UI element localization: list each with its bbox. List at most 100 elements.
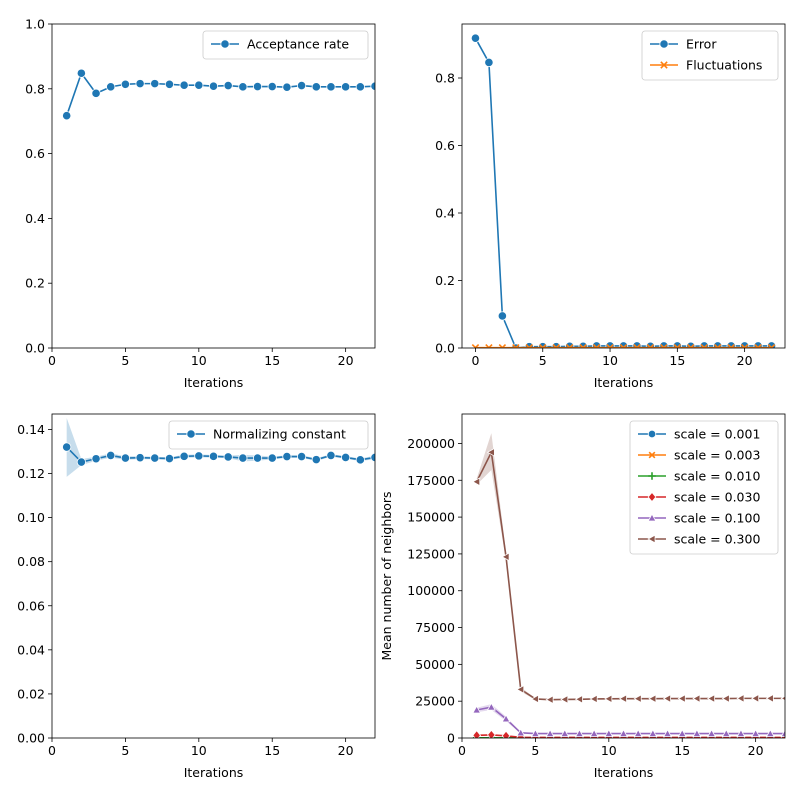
data-point [76, 68, 86, 78]
data-point [560, 694, 569, 704]
data-point [751, 728, 761, 738]
data-point [194, 80, 204, 90]
data-point [721, 728, 731, 738]
x-axis-label: Iterations [184, 375, 244, 390]
x-tick-label: 0 [458, 743, 466, 758]
data-point [341, 452, 351, 463]
data-point [179, 80, 189, 90]
data-point [484, 57, 494, 68]
data-point [120, 453, 131, 463]
axes-frame [461, 413, 786, 739]
y-tick-label: 100000 [407, 583, 455, 598]
series-line-0 [66, 446, 375, 463]
legend-marker [647, 534, 656, 544]
data-point [648, 728, 658, 738]
y-tick-label: 0.2 [25, 276, 45, 291]
x-tick-label: 20 [338, 743, 354, 758]
data-point [648, 694, 657, 704]
axes-frame [51, 413, 376, 739]
data-point [780, 728, 785, 738]
y-tick-label: 150000 [407, 510, 455, 525]
x-tick-label: 10 [601, 743, 617, 758]
data-point [530, 728, 540, 738]
data-point [501, 714, 511, 723]
data-point [120, 79, 131, 89]
x-tick-label: 20 [748, 743, 764, 758]
data-point [208, 81, 219, 91]
data-point [164, 79, 175, 89]
legend-label: Fluctuations [686, 58, 762, 73]
data-point [545, 695, 554, 705]
data-point [355, 455, 365, 465]
x-tick-label: 10 [602, 353, 618, 368]
data-point [604, 728, 614, 738]
legend: Normalizing constant [168, 420, 369, 450]
data-point [150, 453, 160, 463]
y-tick-label: 0.04 [17, 642, 45, 657]
y-tick-label: 0.00 [17, 731, 45, 746]
data-point [267, 81, 277, 92]
series-line-5 [475, 449, 785, 701]
data-point [662, 694, 671, 704]
data-point [707, 728, 717, 738]
legend-marker [220, 39, 230, 49]
data-point [267, 453, 277, 463]
x-tick-label: 5 [121, 743, 129, 758]
data-point [487, 729, 496, 738]
legend-marker [660, 61, 668, 69]
data-point [618, 694, 627, 704]
chart-mean-neighbors: 0 5 10 15 20 0 25000 50000 75000 100000 125000 1500… [379, 413, 786, 780]
data-point [282, 451, 292, 462]
data-point [589, 728, 599, 738]
data-point [62, 111, 72, 121]
data-point [296, 80, 307, 91]
data-point [296, 451, 307, 462]
data-point [486, 702, 496, 711]
legend-marker [186, 429, 196, 439]
data-point [135, 453, 145, 463]
legend-marker [647, 513, 657, 522]
data-point [326, 82, 336, 92]
x-tick-label: 10 [191, 353, 207, 368]
y-tick-label: 50000 [415, 657, 455, 672]
data-point [604, 694, 613, 704]
x-axis-label: Iterations [594, 375, 654, 390]
legend-box [202, 30, 369, 60]
y-tick-label: 0.12 [17, 466, 45, 481]
data-point [179, 451, 189, 461]
legend: Error Fluctuations [641, 30, 779, 81]
y-tick-label: 0.2 [435, 273, 455, 288]
y-tick-label: 75000 [415, 620, 455, 635]
x-tick-label: 0 [48, 743, 56, 758]
y-tick-label: 0.14 [17, 422, 45, 437]
series-line-0 [65, 71, 375, 116]
x-tick-label: 0 [48, 353, 56, 368]
x-tick-label: 5 [121, 353, 129, 368]
data-point [501, 730, 511, 738]
chart-acceptance-rate: 0 5 10 15 20 0.0 0.2 0.4 0.6 0.8 1.0 Iterations Acce… [25, 17, 376, 390]
data-point [252, 453, 263, 463]
series-line-4 [476, 706, 785, 735]
data-point [530, 694, 539, 704]
data-point [619, 728, 628, 738]
data-point [721, 694, 730, 704]
data-point [223, 452, 233, 462]
y-tick-label: 1.0 [25, 17, 45, 32]
data-point [62, 442, 72, 452]
data-point [497, 311, 507, 321]
axes-frame [461, 23, 786, 349]
data-point [164, 453, 175, 464]
plot-area [62, 417, 375, 477]
data-point [486, 447, 495, 457]
y-tick-label: 0.4 [435, 206, 455, 221]
data-point [472, 705, 482, 714]
x-tick-label: 10 [191, 743, 207, 758]
legend-label: Acceptance rate [247, 37, 349, 52]
data-point [341, 82, 351, 92]
data-point [574, 694, 583, 704]
legend-box [168, 420, 369, 450]
y-tick-label: 0.0 [25, 341, 45, 356]
x-tick-label: 15 [669, 353, 685, 368]
data-point [238, 82, 248, 92]
legend-marker [648, 472, 656, 480]
